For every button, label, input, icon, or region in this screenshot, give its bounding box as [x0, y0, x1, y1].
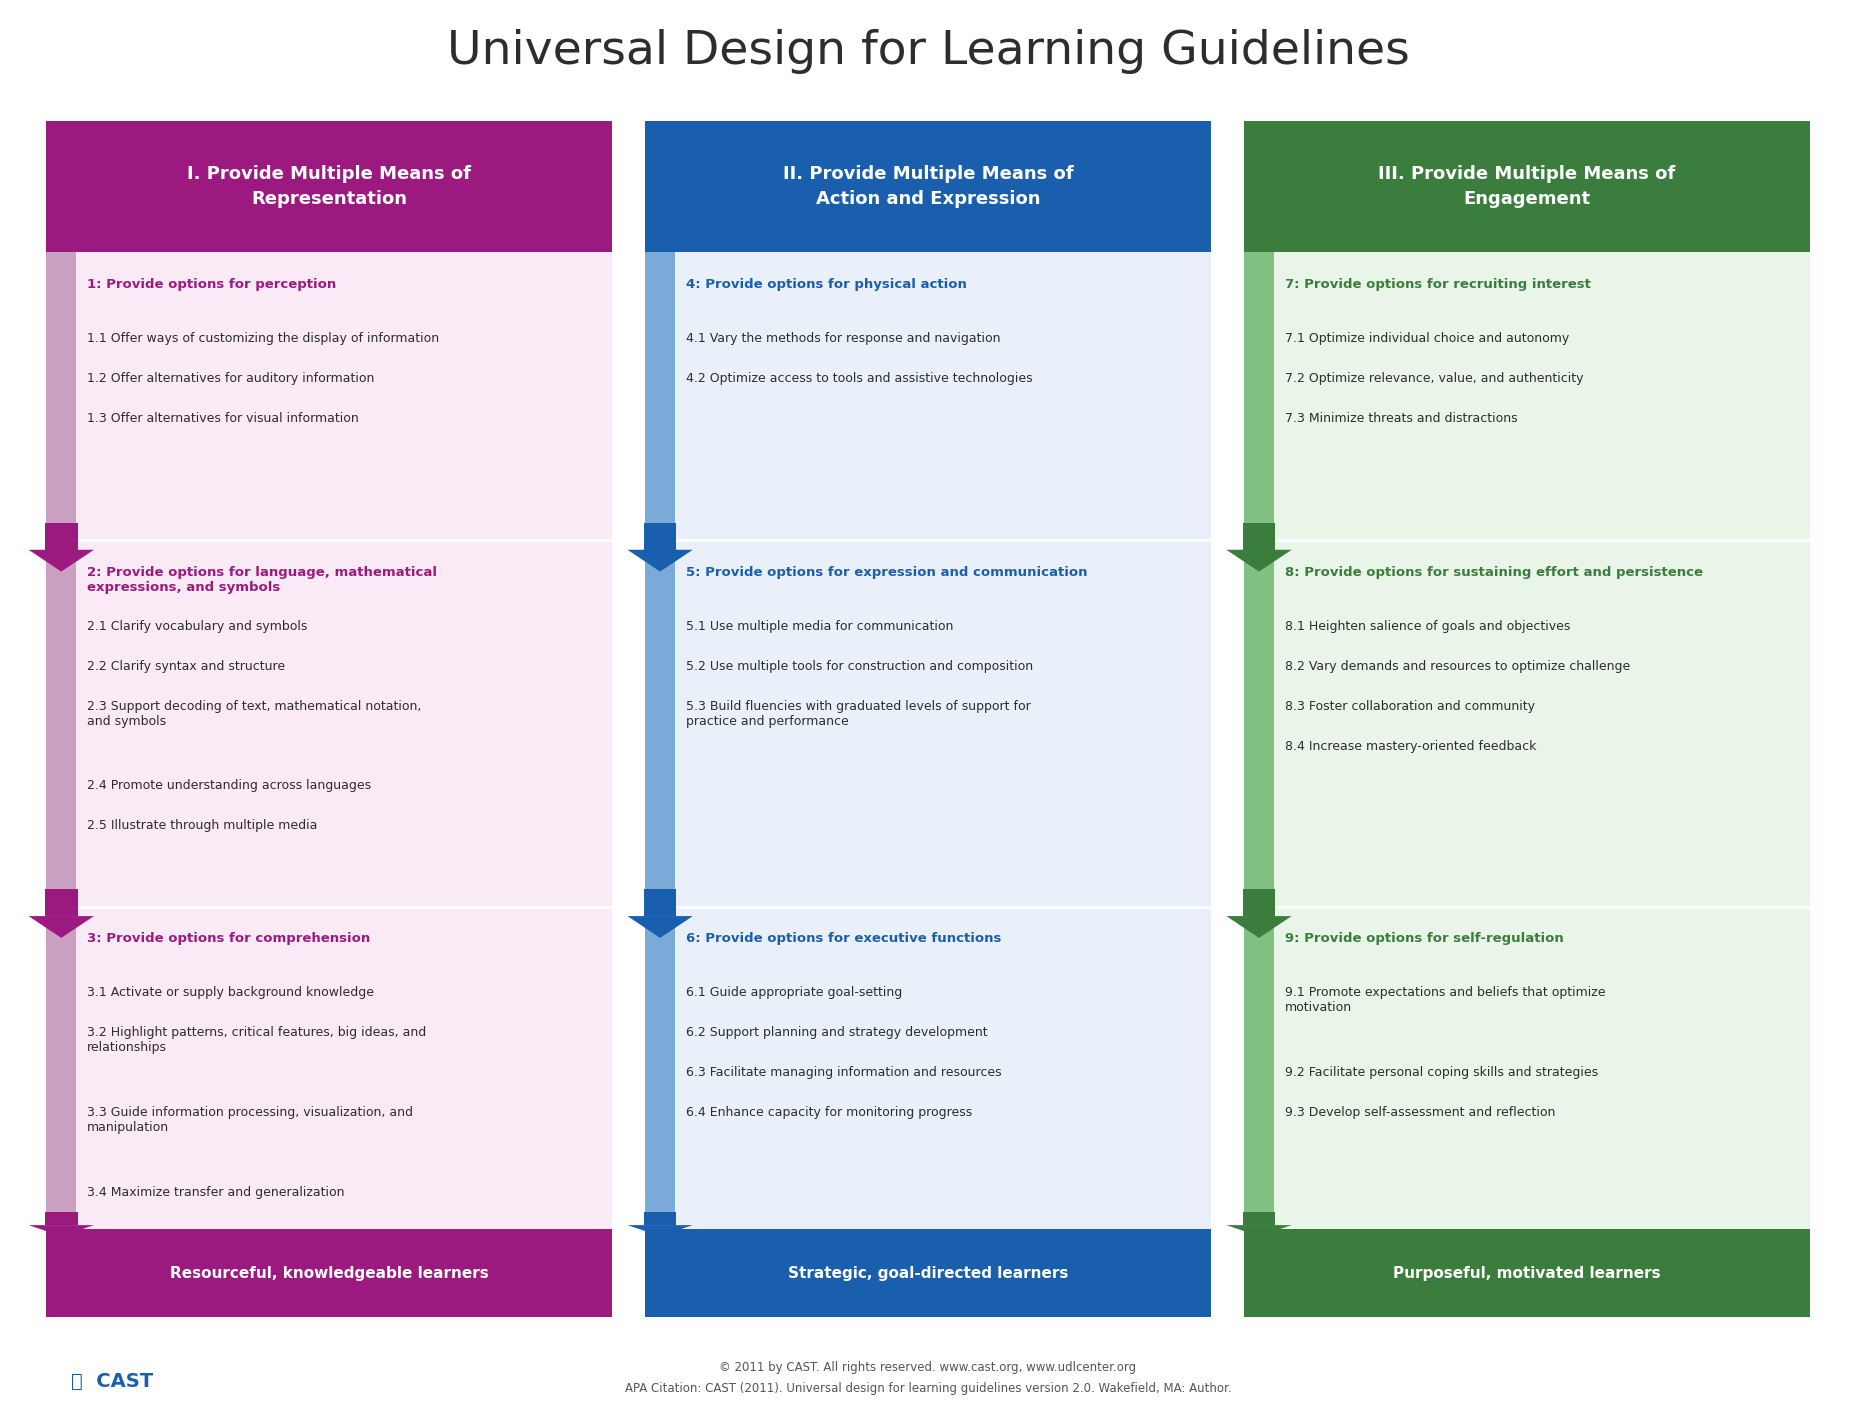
FancyBboxPatch shape [46, 121, 612, 252]
Text: 4.2 Optimize access to tools and assistive technologies: 4.2 Optimize access to tools and assisti… [686, 372, 1031, 384]
Polygon shape [28, 550, 95, 571]
FancyBboxPatch shape [1243, 1229, 1809, 1317]
Text: 5.2 Use multiple tools for construction and composition: 5.2 Use multiple tools for construction … [686, 659, 1033, 672]
FancyBboxPatch shape [646, 121, 1209, 252]
Polygon shape [627, 916, 692, 938]
Text: 5.3 Build fluencies with graduated levels of support for
practice and performanc: 5.3 Build fluencies with graduated level… [686, 699, 1030, 728]
Text: III. Provide Multiple Means of
Engagement: III. Provide Multiple Means of Engagemen… [1378, 165, 1675, 208]
Text: 3.4 Maximize transfer and generalization: 3.4 Maximize transfer and generalization [87, 1186, 345, 1199]
Polygon shape [1226, 1225, 1291, 1236]
FancyBboxPatch shape [1243, 890, 1274, 916]
Text: Ⓒ  CAST: Ⓒ CAST [70, 1371, 152, 1391]
Polygon shape [627, 1225, 692, 1236]
Polygon shape [28, 916, 95, 938]
Text: 7: Provide options for recruiting interest: 7: Provide options for recruiting intere… [1284, 278, 1590, 290]
FancyBboxPatch shape [644, 890, 675, 916]
Text: 7.3 Minimize threats and distractions: 7.3 Minimize threats and distractions [1284, 412, 1517, 424]
Text: 8: Provide options for sustaining effort and persistence: 8: Provide options for sustaining effort… [1284, 565, 1703, 578]
Text: 6.3 Facilitate managing information and resources: 6.3 Facilitate managing information and … [686, 1067, 1002, 1079]
Text: Resourceful, knowledgeable learners: Resourceful, knowledgeable learners [169, 1266, 488, 1280]
Text: 8.4 Increase mastery-oriented feedback: 8.4 Increase mastery-oriented feedback [1284, 739, 1536, 752]
FancyBboxPatch shape [45, 523, 78, 550]
Text: 7.2 Optimize relevance, value, and authenticity: 7.2 Optimize relevance, value, and authe… [1284, 372, 1582, 384]
FancyBboxPatch shape [46, 252, 76, 1229]
Text: 2.2 Clarify syntax and structure: 2.2 Clarify syntax and structure [87, 659, 286, 672]
Text: 1.3 Offer alternatives for visual information: 1.3 Offer alternatives for visual inform… [87, 412, 358, 424]
Text: 9.1 Promote expectations and beliefs that optimize
motivation: 9.1 Promote expectations and beliefs tha… [1284, 987, 1605, 1014]
FancyBboxPatch shape [646, 252, 1209, 1229]
Text: 4.1 Vary the methods for response and navigation: 4.1 Vary the methods for response and na… [686, 332, 1000, 345]
Text: 6.1 Guide appropriate goal-setting: 6.1 Guide appropriate goal-setting [686, 987, 902, 1000]
FancyBboxPatch shape [646, 252, 675, 1229]
FancyBboxPatch shape [1243, 1212, 1274, 1225]
FancyBboxPatch shape [1243, 523, 1274, 550]
Text: Purposeful, motivated learners: Purposeful, motivated learners [1393, 1266, 1660, 1280]
Text: 2.5 Illustrate through multiple media: 2.5 Illustrate through multiple media [87, 819, 317, 832]
FancyBboxPatch shape [646, 1229, 1209, 1317]
Text: 9.3 Develop self-assessment and reflection: 9.3 Develop self-assessment and reflecti… [1284, 1106, 1554, 1119]
Text: 1.1 Offer ways of customizing the display of information: 1.1 Offer ways of customizing the displa… [87, 332, 440, 345]
Text: APA Citation: CAST (2011). Universal design for learning guidelines version 2.0.: APA Citation: CAST (2011). Universal des… [625, 1381, 1230, 1396]
Text: 1.2 Offer alternatives for auditory information: 1.2 Offer alternatives for auditory info… [87, 372, 375, 384]
Text: 5.1 Use multiple media for communication: 5.1 Use multiple media for communication [686, 619, 953, 632]
Text: I. Provide Multiple Means of
Representation: I. Provide Multiple Means of Representat… [187, 165, 471, 208]
FancyBboxPatch shape [1243, 252, 1809, 1229]
FancyBboxPatch shape [1243, 252, 1273, 1229]
Text: © 2011 by CAST. All rights reserved. www.cast.org, www.udlcenter.org: © 2011 by CAST. All rights reserved. www… [720, 1360, 1135, 1374]
Text: 4: Provide options for physical action: 4: Provide options for physical action [686, 278, 966, 290]
Text: 5: Provide options for expression and communication: 5: Provide options for expression and co… [686, 565, 1087, 578]
Text: II. Provide Multiple Means of
Action and Expression: II. Provide Multiple Means of Action and… [783, 165, 1072, 208]
Text: 1: Provide options for perception: 1: Provide options for perception [87, 278, 336, 290]
FancyBboxPatch shape [644, 523, 675, 550]
FancyBboxPatch shape [45, 890, 78, 916]
Text: 2.4 Promote understanding across languages: 2.4 Promote understanding across languag… [87, 779, 371, 792]
Text: 6: Provide options for executive functions: 6: Provide options for executive functio… [686, 933, 1002, 946]
Text: 8.3 Foster collaboration and community: 8.3 Foster collaboration and community [1284, 699, 1534, 712]
Text: 9.2 Facilitate personal coping skills and strategies: 9.2 Facilitate personal coping skills an… [1284, 1067, 1597, 1079]
Text: 6.2 Support planning and strategy development: 6.2 Support planning and strategy develo… [686, 1027, 987, 1040]
Polygon shape [1226, 916, 1291, 938]
FancyBboxPatch shape [45, 1212, 78, 1225]
Text: 2: Provide options for language, mathematical
expressions, and symbols: 2: Provide options for language, mathema… [87, 565, 438, 594]
Text: 8.2 Vary demands and resources to optimize challenge: 8.2 Vary demands and resources to optimi… [1284, 659, 1629, 672]
FancyBboxPatch shape [46, 1229, 612, 1317]
Text: 8.1 Heighten salience of goals and objectives: 8.1 Heighten salience of goals and objec… [1284, 619, 1569, 632]
Text: 3.2 Highlight patterns, critical features, big ideas, and
relationships: 3.2 Highlight patterns, critical feature… [87, 1027, 427, 1054]
FancyBboxPatch shape [46, 252, 612, 1229]
Polygon shape [627, 550, 692, 571]
Text: 2.1 Clarify vocabulary and symbols: 2.1 Clarify vocabulary and symbols [87, 619, 308, 632]
FancyBboxPatch shape [1243, 121, 1809, 252]
Text: 3: Provide options for comprehension: 3: Provide options for comprehension [87, 933, 371, 946]
Text: Universal Design for Learning Guidelines: Universal Design for Learning Guidelines [447, 28, 1408, 74]
Polygon shape [1226, 550, 1291, 571]
Text: 6.4 Enhance capacity for monitoring progress: 6.4 Enhance capacity for monitoring prog… [686, 1106, 972, 1119]
Text: 3.3 Guide information processing, visualization, and
manipulation: 3.3 Guide information processing, visual… [87, 1106, 414, 1134]
Text: 9: Provide options for self-regulation: 9: Provide options for self-regulation [1284, 933, 1564, 946]
Polygon shape [28, 1225, 95, 1236]
Text: 2.3 Support decoding of text, mathematical notation,
and symbols: 2.3 Support decoding of text, mathematic… [87, 699, 421, 728]
Text: Strategic, goal-directed learners: Strategic, goal-directed learners [787, 1266, 1068, 1280]
FancyBboxPatch shape [644, 1212, 675, 1225]
Text: 3.1 Activate or supply background knowledge: 3.1 Activate or supply background knowle… [87, 987, 375, 1000]
Text: 7.1 Optimize individual choice and autonomy: 7.1 Optimize individual choice and auton… [1284, 332, 1567, 345]
